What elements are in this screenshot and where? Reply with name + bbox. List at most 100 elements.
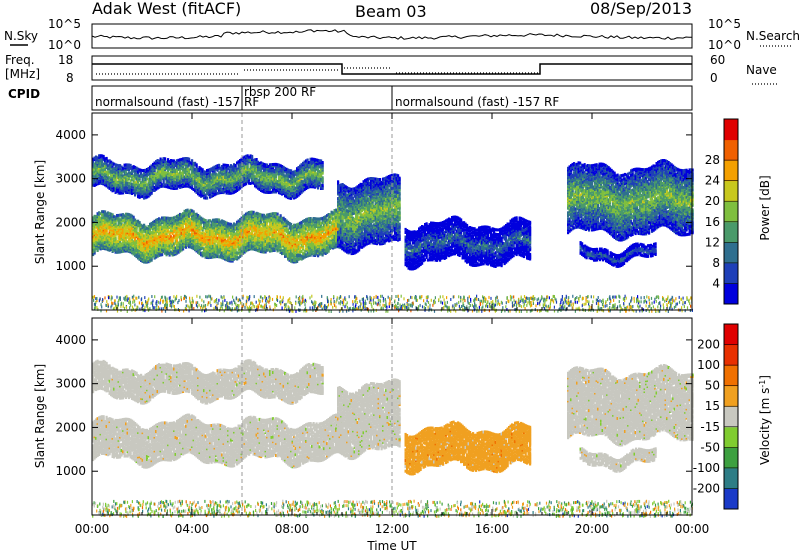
echo-cell — [93, 299, 94, 302]
echo-cell — [99, 298, 100, 301]
echo-cell — [501, 301, 502, 304]
freq-tick-bottom: 8 — [66, 71, 74, 85]
echo-cell — [513, 296, 514, 299]
echo-cell — [355, 305, 356, 308]
echo-cell — [613, 296, 614, 299]
echo-cell — [366, 295, 367, 298]
echo-cell — [447, 306, 448, 309]
echo-cell — [426, 296, 427, 299]
echo-cell — [314, 305, 315, 308]
echo-cell — [321, 302, 322, 305]
echo-cell — [377, 296, 378, 299]
echo-cell — [234, 301, 235, 304]
echo-cell — [407, 299, 408, 302]
echo-cell — [189, 300, 190, 303]
echo-cell — [579, 307, 580, 310]
echo-cell — [146, 305, 147, 308]
echo-cell — [187, 304, 188, 307]
date-title: 08/Sep/2013 — [590, 0, 692, 18]
echo-cell — [619, 305, 620, 308]
echo-cell — [458, 301, 459, 304]
echo-cell — [398, 302, 399, 305]
echo-cell — [605, 300, 606, 303]
echo-cell — [332, 306, 333, 309]
echo-cell — [160, 299, 161, 302]
echo-cell — [335, 306, 336, 309]
echo-cell — [145, 300, 146, 303]
echo-cell — [518, 299, 519, 302]
echo-cell — [215, 306, 216, 309]
echo-cell — [276, 298, 277, 301]
echo-cell — [438, 298, 439, 301]
echo-cell — [562, 295, 563, 298]
echo-cell — [520, 300, 521, 303]
echo-cell — [588, 295, 589, 298]
echo-cell — [404, 305, 405, 308]
echo-cell — [165, 299, 166, 302]
echo-cell — [499, 303, 500, 306]
echo-cell — [525, 297, 526, 300]
echo-cell — [491, 301, 492, 304]
echo-cell — [401, 305, 402, 308]
echo-cell — [412, 302, 413, 305]
echo-cell — [189, 297, 190, 300]
echo-cell — [610, 298, 611, 301]
echo-cell — [227, 302, 228, 305]
echo-cell — [151, 295, 152, 298]
echo-cell — [272, 298, 273, 301]
echo-cell — [690, 305, 691, 308]
echo-cell — [523, 305, 524, 308]
echo-cell — [639, 305, 640, 308]
echo-cell — [326, 306, 327, 309]
echo-cell — [434, 301, 435, 304]
echo-cell — [607, 298, 608, 301]
echo-cell — [631, 296, 632, 299]
echo-cell — [141, 298, 142, 301]
echo-cell — [185, 300, 186, 303]
echo-cell — [663, 306, 664, 309]
echo-cell — [222, 300, 223, 303]
echo-cell — [546, 295, 547, 298]
noise-search-label: N.Search — [746, 29, 800, 43]
echo-cell — [533, 295, 534, 298]
echo-cell — [648, 305, 649, 308]
echo-cell — [677, 302, 678, 305]
echo-cell — [380, 295, 381, 298]
echo-cell — [582, 297, 583, 300]
echo-cell — [327, 306, 328, 309]
echo-cell — [477, 307, 478, 310]
echo-cell — [550, 306, 551, 309]
echo-cell — [572, 295, 573, 298]
echo-cell — [684, 305, 685, 308]
echo-cell — [312, 301, 313, 304]
echo-cell — [473, 299, 474, 302]
echo-cell — [490, 297, 491, 300]
echo-cell — [96, 306, 97, 309]
echo-cell — [587, 300, 588, 303]
echo-cell — [644, 300, 645, 303]
echo-cell — [505, 305, 506, 308]
echo-cell — [104, 296, 105, 299]
echo-cell — [339, 297, 340, 300]
echo-cell — [550, 303, 551, 306]
echo-cell — [324, 307, 325, 310]
echo-cell — [321, 295, 322, 298]
echo-cell — [192, 297, 193, 300]
echo-cell — [403, 297, 404, 300]
echo-cell — [637, 299, 638, 302]
echo-cell — [431, 299, 432, 302]
echo-cell — [688, 300, 689, 303]
nave-tick-top: 60 — [710, 53, 725, 67]
echo-cell — [534, 298, 535, 301]
echo-cell — [515, 301, 516, 304]
echo-cell — [582, 304, 583, 307]
cpid-segment-2: rbsp 200 RF — [244, 85, 316, 99]
echo-cell — [681, 306, 682, 309]
echo-cell — [169, 304, 170, 307]
echo-cell — [214, 300, 215, 303]
echo-cell — [547, 305, 548, 308]
freq-unit-label: [MHz] — [5, 67, 40, 81]
echo-cell — [652, 302, 653, 305]
echo-cell — [220, 302, 221, 305]
echo-cell — [476, 304, 477, 307]
